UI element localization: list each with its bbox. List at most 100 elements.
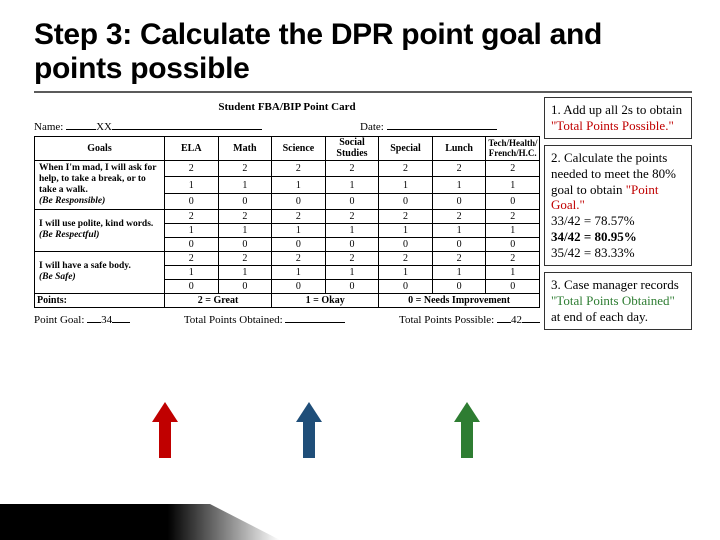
arrow-up-green [454, 402, 480, 458]
score-cell: 0 [272, 279, 326, 293]
col-special: Special [379, 137, 433, 161]
callout-1-text: Add up all 2s to obtain [561, 102, 682, 117]
col-lunch: Lunch [432, 137, 486, 161]
name-value: XX [96, 121, 112, 133]
callouts-column: 1. Add up all 2s to obtain "Total Points… [544, 99, 692, 335]
score-cell: 0 [486, 279, 540, 293]
score-cell: 0 [432, 279, 486, 293]
score-cell: 1 [379, 177, 433, 193]
score-cell: 1 [379, 265, 433, 279]
score-cell: 0 [432, 193, 486, 209]
table-header-row: Goals ELA Math Science Social Studies Sp… [35, 137, 540, 161]
score-cell: 2 [486, 251, 540, 265]
score-cell: 0 [218, 193, 272, 209]
table-row: When I'm mad, I will ask for help, to ta… [35, 161, 540, 177]
score-cell: 0 [272, 237, 326, 251]
score-cell: 1 [325, 265, 379, 279]
score-cell: 2 [432, 251, 486, 265]
score-cell: 2 [325, 161, 379, 177]
col-science: Science [272, 137, 326, 161]
score-cell: 2 [379, 161, 433, 177]
score-cell: 2 [325, 209, 379, 223]
date-label: Date: [360, 121, 384, 133]
callout-1: 1. Add up all 2s to obtain "Total Points… [544, 97, 692, 139]
score-cell: 1 [379, 223, 433, 237]
card-title: Student FBA/BIP Point Card [34, 101, 540, 113]
points-possible-value: 42 [511, 314, 522, 326]
points-possible-label: Total Points Possible: [399, 314, 494, 326]
score-cell: 1 [486, 177, 540, 193]
goal-cell: I will have a safe body.(Be Safe) [35, 251, 165, 293]
legend-row: Points:2 = Great1 = Okay0 = Needs Improv… [35, 293, 540, 307]
score-cell: 2 [272, 251, 326, 265]
card-footer: Point Goal: 34 Total Points Obtained: To… [34, 314, 540, 326]
score-cell: 2 [432, 161, 486, 177]
score-cell: 2 [218, 161, 272, 177]
score-cell: 0 [325, 237, 379, 251]
score-cell: 0 [272, 193, 326, 209]
callout-1-red: "Total Points Possible." [551, 118, 674, 133]
legend-great: 2 = Great [165, 293, 272, 307]
score-cell: 0 [432, 237, 486, 251]
score-cell: 1 [325, 223, 379, 237]
score-cell: 0 [486, 193, 540, 209]
col-goals: Goals [35, 137, 165, 161]
score-cell: 1 [486, 265, 540, 279]
score-cell: 2 [432, 209, 486, 223]
score-cell: 2 [486, 161, 540, 177]
score-cell: 2 [379, 251, 433, 265]
score-cell: 2 [486, 209, 540, 223]
callout-2-row1: 33/42 = 78.57% [551, 213, 635, 228]
score-cell: 0 [165, 193, 219, 209]
score-cell: 1 [486, 223, 540, 237]
score-cell: 2 [165, 161, 219, 177]
score-cell: 1 [218, 177, 272, 193]
score-cell: 2 [165, 209, 219, 223]
table-row: I will use polite, kind words.(Be Respec… [35, 209, 540, 223]
arrows-row [34, 402, 540, 472]
callout-2-row2: 34/42 = 80.95% [551, 229, 637, 244]
score-cell: 2 [272, 161, 326, 177]
col-ela: ELA [165, 137, 219, 161]
callout-3-green: "Total Points Obtained" [551, 293, 675, 308]
point-goal-value: 34 [101, 314, 112, 326]
points-obtained-label: Total Points Obtained: [184, 314, 283, 326]
score-cell: 2 [165, 251, 219, 265]
score-cell: 0 [486, 237, 540, 251]
score-cell: 1 [165, 265, 219, 279]
score-cell: 1 [218, 223, 272, 237]
score-cell: 0 [218, 279, 272, 293]
callout-3: 3. Case manager records "Total Points Ob… [544, 272, 692, 330]
score-cell: 1 [432, 265, 486, 279]
score-cell: 2 [218, 251, 272, 265]
score-cell: 1 [432, 177, 486, 193]
score-cell: 2 [325, 251, 379, 265]
callout-1-num: 1. [551, 102, 561, 117]
callout-2: 2. Calculate the points needed to meet t… [544, 145, 692, 266]
score-cell: 0 [325, 279, 379, 293]
name-label: Name: [34, 121, 63, 133]
score-cell: 0 [218, 237, 272, 251]
score-cell: 1 [272, 265, 326, 279]
callout-3-text-a: Case manager records [561, 277, 679, 292]
score-cell: 0 [379, 237, 433, 251]
score-cell: 1 [165, 223, 219, 237]
point-goal-label: Point Goal: [34, 314, 84, 326]
callout-2-num: 2. [551, 150, 561, 165]
score-cell: 2 [218, 209, 272, 223]
legend-okay: 1 = Okay [272, 293, 379, 307]
table-row: I will have a safe body.(Be Safe)2222222 [35, 251, 540, 265]
col-tech: Tech/Health/ French/H.C. [486, 137, 540, 161]
score-cell: 1 [272, 177, 326, 193]
goal-cell: When I'm mad, I will ask for help, to ta… [35, 161, 165, 210]
score-cell: 1 [272, 223, 326, 237]
slide-title: Step 3: Calculate the DPR point goal and… [34, 18, 692, 93]
point-card-table: Goals ELA Math Science Social Studies Sp… [34, 136, 540, 308]
legend-needs: 0 = Needs Improvement [379, 293, 540, 307]
score-cell: 0 [165, 279, 219, 293]
score-cell: 1 [218, 265, 272, 279]
col-social: Social Studies [325, 137, 379, 161]
score-cell: 1 [325, 177, 379, 193]
goal-cell: I will use polite, kind words.(Be Respec… [35, 209, 165, 251]
score-cell: 0 [325, 193, 379, 209]
